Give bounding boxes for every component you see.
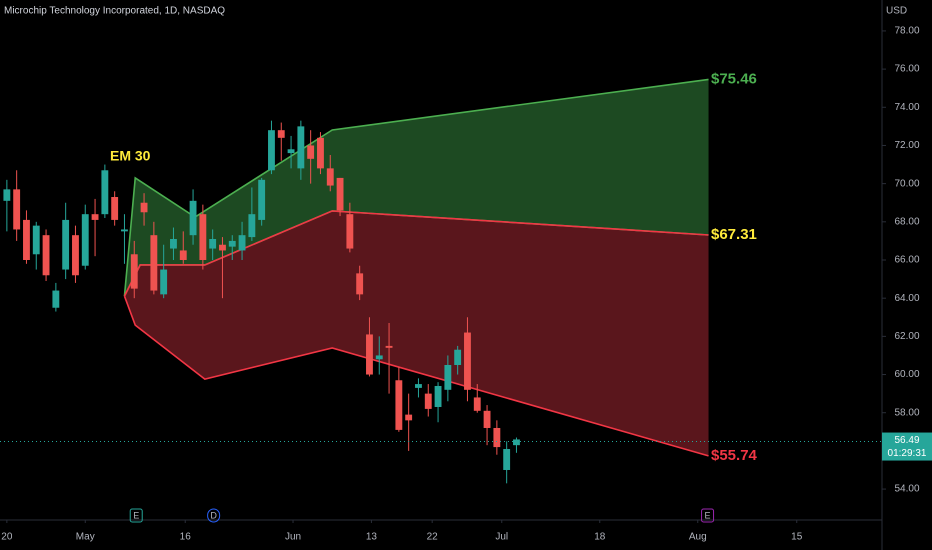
y-tick-label: 72.00 bbox=[894, 140, 919, 151]
candle-body bbox=[81, 214, 89, 266]
candle-body bbox=[483, 410, 491, 428]
candle-body bbox=[375, 355, 383, 360]
candle-body bbox=[101, 170, 109, 215]
y-tick-label: 64.00 bbox=[894, 293, 919, 304]
candle-body bbox=[72, 235, 79, 276]
candle-body bbox=[189, 200, 197, 236]
band-area bbox=[124, 79, 709, 297]
event-marker bbox=[207, 508, 221, 523]
candle-body bbox=[170, 239, 177, 249]
candle-body bbox=[160, 269, 168, 295]
candle-body bbox=[238, 235, 246, 251]
candle-body bbox=[297, 126, 305, 169]
x-tick-label: 20 bbox=[1, 532, 13, 543]
last-price-label: 56.49 bbox=[894, 435, 919, 446]
candle-body bbox=[23, 219, 30, 260]
candle-body bbox=[52, 290, 60, 308]
y-tick-label: 60.00 bbox=[894, 369, 919, 380]
candle-body bbox=[326, 168, 334, 186]
candle-body bbox=[356, 273, 364, 295]
x-tick-label: 18 bbox=[594, 532, 606, 543]
candle-body bbox=[346, 214, 354, 249]
currency: USD bbox=[886, 6, 907, 17]
candle-body bbox=[493, 427, 501, 448]
candle-body bbox=[415, 384, 422, 388]
y-tick-label: 54.00 bbox=[894, 484, 919, 495]
candle-body bbox=[121, 229, 128, 232]
x-tick-label: Jul bbox=[495, 532, 508, 543]
candle-body bbox=[219, 244, 226, 251]
event-marker bbox=[701, 508, 715, 523]
countdown: 01:29:31 bbox=[888, 448, 927, 459]
candle-body bbox=[258, 179, 266, 220]
band-line bbox=[123, 295, 709, 457]
level-label: $55.74 bbox=[711, 447, 758, 464]
candle-body bbox=[395, 380, 403, 430]
event-label: D bbox=[210, 510, 217, 520]
last-price-box bbox=[882, 432, 932, 461]
chart-title: Microchip Technology Incorporated, 1D, N… bbox=[4, 6, 225, 17]
candle-body bbox=[513, 439, 520, 446]
y-tick-label: 74.00 bbox=[894, 102, 919, 113]
y-tick-label: 78.00 bbox=[894, 26, 919, 37]
candle-body bbox=[385, 345, 393, 348]
candle-body bbox=[277, 130, 285, 138]
y-tick-label: 70.00 bbox=[894, 178, 919, 189]
candle-body bbox=[150, 235, 158, 291]
candle-body bbox=[336, 177, 344, 211]
candle-body bbox=[130, 254, 138, 289]
candle-body bbox=[91, 214, 99, 220]
level-label: $75.46 bbox=[711, 70, 757, 87]
candle-body bbox=[179, 250, 187, 260]
y-tick-label: 68.00 bbox=[894, 216, 919, 227]
y-tick-label: 76.00 bbox=[894, 64, 919, 75]
candle-body bbox=[454, 349, 462, 365]
candle-body bbox=[444, 364, 452, 390]
y-tick-label: 66.00 bbox=[894, 255, 919, 266]
candle-body bbox=[228, 240, 236, 247]
candle-body bbox=[473, 397, 481, 411]
event-label: E bbox=[133, 510, 139, 520]
candle-body bbox=[248, 214, 256, 238]
candle-body bbox=[32, 225, 40, 255]
band-area bbox=[124, 210, 709, 456]
x-tick-label: Jun bbox=[285, 532, 301, 543]
x-tick-label: 22 bbox=[427, 532, 439, 543]
x-tick-label: May bbox=[76, 532, 95, 543]
x-tick-label: 15 bbox=[791, 532, 803, 543]
candle-body bbox=[317, 137, 324, 169]
candle-body bbox=[307, 145, 315, 159]
candle-body bbox=[366, 334, 373, 375]
candle-body bbox=[424, 393, 432, 409]
event-label: E bbox=[705, 510, 711, 520]
candle-body bbox=[3, 189, 11, 201]
candle-body bbox=[268, 130, 275, 171]
level-label: $67.31 bbox=[711, 226, 757, 243]
y-tick-label: 58.00 bbox=[894, 407, 919, 418]
candle-body bbox=[140, 202, 148, 213]
x-tick-label: Aug bbox=[689, 532, 707, 543]
y-tick-label: 62.00 bbox=[894, 331, 919, 342]
candle-body bbox=[464, 332, 471, 390]
candle-body bbox=[62, 219, 70, 270]
x-tick-label: 16 bbox=[180, 532, 192, 543]
candle-body bbox=[199, 214, 207, 260]
annotation: EM 30 bbox=[110, 148, 151, 164]
x-tick-label: 13 bbox=[366, 532, 378, 543]
candle-body bbox=[13, 189, 21, 230]
candle-body bbox=[209, 239, 217, 249]
candle-body bbox=[434, 385, 442, 407]
candle-body bbox=[42, 235, 50, 276]
candle-body bbox=[111, 197, 119, 220]
event-marker bbox=[129, 508, 143, 523]
candle-body bbox=[287, 149, 295, 154]
candle-body bbox=[405, 414, 413, 421]
candle-body bbox=[503, 448, 511, 470]
